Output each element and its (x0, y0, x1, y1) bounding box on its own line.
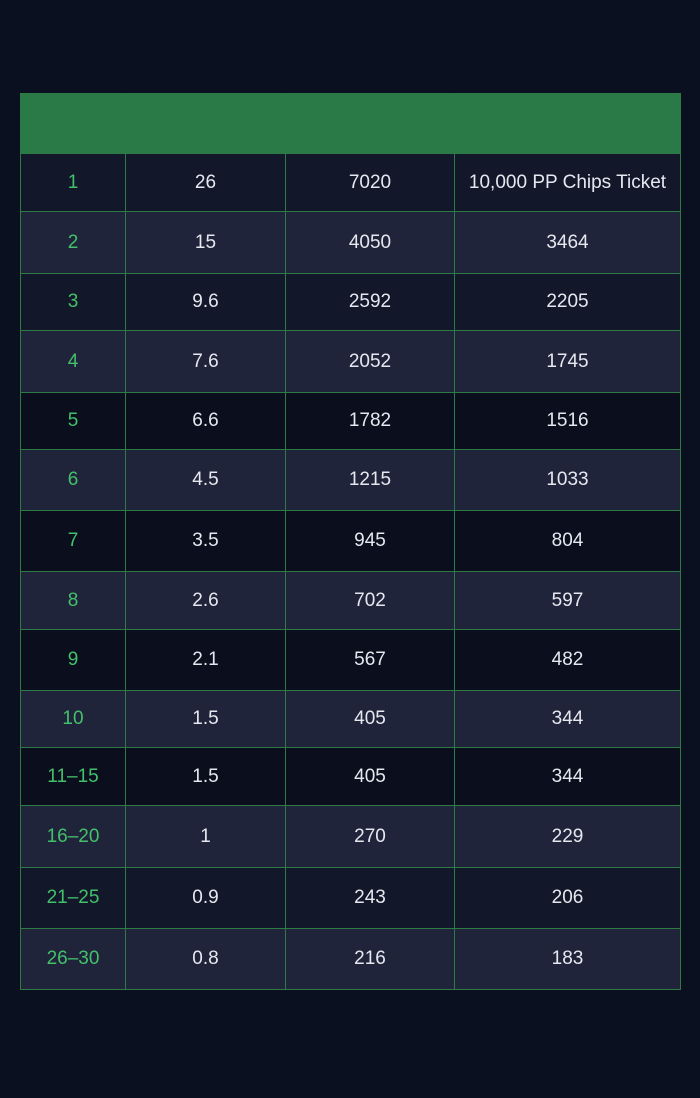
prize-cell: 206 (454, 867, 681, 929)
prize-cell: 804 (454, 510, 681, 572)
percent-cell: 3.5 (125, 510, 286, 572)
prize-cell: 1745 (454, 330, 681, 393)
table-row: 11–15 1.5 405 344 (20, 747, 681, 806)
prize-cell: 1033 (454, 449, 681, 511)
amount-cell: 270 (285, 805, 455, 868)
prize-cell: 482 (454, 629, 681, 691)
amount-cell: 2052 (285, 330, 455, 393)
percent-cell: 2.6 (125, 571, 286, 630)
amount-cell: 243 (285, 867, 455, 929)
amount-cell: 1215 (285, 449, 455, 511)
rank-cell: 1 (20, 153, 126, 212)
percent-cell: 1 (125, 805, 286, 868)
prize-cell: 229 (454, 805, 681, 868)
table-row: 16–20 1 270 229 (20, 805, 681, 868)
payout-table: 1 26 7020 10,000 PP Chips Ticket 2 15 4050 3464… (20, 93, 681, 990)
amount-cell: 702 (285, 571, 455, 630)
table-row: 10 1.5 405 344 (20, 690, 681, 748)
rank-cell: 3 (20, 273, 126, 331)
header-cell-amount (285, 93, 455, 154)
rank-cell: 5 (20, 392, 126, 450)
payout-table-container: 1 26 7020 10,000 PP Chips Ticket 2 15 4050 3464… (20, 93, 681, 990)
table-row: 21–25 0.9 243 206 (20, 867, 681, 929)
prize-cell: 2205 (454, 273, 681, 331)
rank-cell: 10 (20, 690, 126, 748)
table-body: 1 26 7020 10,000 PP Chips Ticket 2 15 4050 3464… (20, 153, 681, 990)
rank-cell: 2 (20, 211, 126, 274)
prize-cell: 344 (454, 690, 681, 748)
percent-cell: 6.6 (125, 392, 286, 450)
percent-cell: 9.6 (125, 273, 286, 331)
amount-cell: 945 (285, 510, 455, 572)
table-row: 8 2.6 702 597 (20, 571, 681, 630)
rank-cell: 11–15 (20, 747, 126, 806)
prize-cell: 3464 (454, 211, 681, 274)
table-row: 4 7.6 2052 1745 (20, 330, 681, 393)
rank-cell: 4 (20, 330, 126, 393)
prize-cell: 597 (454, 571, 681, 630)
header-cell-percent (125, 93, 286, 154)
percent-cell: 26 (125, 153, 286, 212)
rank-cell: 21–25 (20, 867, 126, 929)
rank-cell: 9 (20, 629, 126, 691)
table-row: 26–30 0.8 216 183 (20, 928, 681, 990)
prize-cell: 10,000 PP Chips Ticket (454, 153, 681, 212)
table-row: 3 9.6 2592 2205 (20, 273, 681, 331)
table-row: 5 6.6 1782 1516 (20, 392, 681, 450)
prize-cell: 1516 (454, 392, 681, 450)
table-row: 9 2.1 567 482 (20, 629, 681, 691)
rank-cell: 6 (20, 449, 126, 511)
amount-cell: 4050 (285, 211, 455, 274)
table-row: 1 26 7020 10,000 PP Chips Ticket (20, 153, 681, 212)
amount-cell: 405 (285, 747, 455, 806)
amount-cell: 567 (285, 629, 455, 691)
percent-cell: 15 (125, 211, 286, 274)
rank-cell: 8 (20, 571, 126, 630)
percent-cell: 0.8 (125, 928, 286, 990)
table-row: 6 4.5 1215 1033 (20, 449, 681, 511)
prize-cell: 344 (454, 747, 681, 806)
header-cell-rank (20, 93, 126, 154)
rank-cell: 7 (20, 510, 126, 572)
table-row: 7 3.5 945 804 (20, 510, 681, 572)
percent-cell: 4.5 (125, 449, 286, 511)
rank-cell: 16–20 (20, 805, 126, 868)
percent-cell: 1.5 (125, 690, 286, 748)
table-header (20, 93, 681, 154)
amount-cell: 405 (285, 690, 455, 748)
table-row: 2 15 4050 3464 (20, 211, 681, 274)
header-row (20, 93, 681, 154)
percent-cell: 7.6 (125, 330, 286, 393)
rank-cell: 26–30 (20, 928, 126, 990)
amount-cell: 7020 (285, 153, 455, 212)
percent-cell: 0.9 (125, 867, 286, 929)
percent-cell: 1.5 (125, 747, 286, 806)
amount-cell: 1782 (285, 392, 455, 450)
amount-cell: 216 (285, 928, 455, 990)
amount-cell: 2592 (285, 273, 455, 331)
prize-cell: 183 (454, 928, 681, 990)
percent-cell: 2.1 (125, 629, 286, 691)
header-cell-prize (454, 93, 681, 154)
